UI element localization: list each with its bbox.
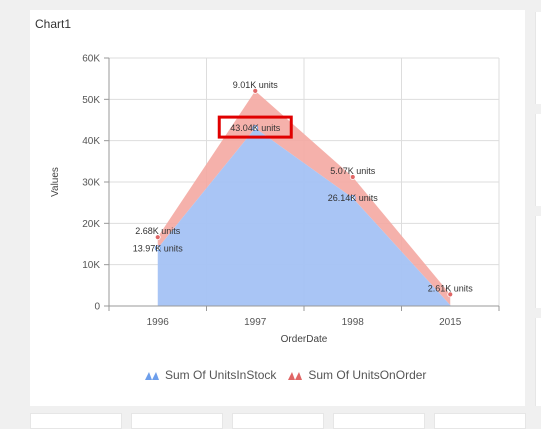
area-units-in-stock: [157, 128, 451, 306]
side-panel-stub: [535, 114, 541, 206]
area-series-icon: [145, 372, 159, 380]
area-series-icon: [288, 372, 303, 380]
side-panel-stub: [535, 216, 541, 308]
chart-card: Chart1 0 10K 20K 30K 40K 50K 60K 1996 1997 1998 20…: [30, 10, 525, 406]
x-tick-label: 1997: [244, 317, 267, 328]
y-tick-label: 30K: [82, 178, 100, 189]
data-label-units-in-stock: 43.04K units: [230, 123, 281, 133]
data-label-units-on-order: 9.01K units: [233, 80, 279, 90]
data-label-units-in-stock: 26.14K units: [328, 193, 379, 203]
y-tick-label: 50K: [82, 95, 100, 106]
y-tick-label: 60K: [82, 54, 100, 65]
x-axis-title: OrderDate: [281, 334, 328, 345]
chart-legend: Sum Of UnitsInStock Sum Of UnitsOnOrder: [145, 368, 426, 382]
data-point-units-on-order: [447, 291, 454, 298]
x-tick-label: 1998: [342, 317, 365, 328]
data-point-units-in-stock: [252, 125, 259, 132]
data-label-units-on-order: 2.68K units: [135, 226, 181, 236]
legend-label: Sum Of UnitsOnOrder: [308, 368, 427, 382]
data-point-units-in-stock: [349, 194, 356, 201]
bottom-tile: [434, 413, 526, 429]
chart-title: Chart1: [35, 17, 72, 31]
data-point-units-on-order: [349, 174, 356, 180]
bottom-tile: [131, 413, 223, 429]
x-tick-label: 1996: [147, 317, 170, 328]
data-point-units-in-stock: [154, 245, 161, 252]
legend-item-units-on-order[interactable]: Sum Of UnitsOnOrder: [288, 368, 426, 382]
side-panel-stub: [535, 12, 541, 104]
side-panel-stub: [535, 318, 541, 406]
y-tick-label: 10K: [82, 260, 100, 271]
y-tick-label: 40K: [82, 136, 100, 147]
y-axis-title: Values: [50, 167, 61, 197]
bottom-tile: [30, 413, 122, 429]
highlight-box: [217, 115, 293, 139]
y-tick-label: 20K: [82, 219, 100, 230]
data-point-units-on-order: [154, 234, 161, 241]
data-label-units-on-order: 5.07K units: [330, 166, 376, 176]
x-tick-label: 2015: [439, 317, 462, 328]
legend-item-units-in-stock[interactable]: Sum Of UnitsInStock: [145, 368, 276, 382]
data-label-units-on-order: 2.61K units: [428, 283, 474, 293]
bottom-tile: [232, 413, 324, 429]
y-tick-label: 0: [94, 302, 100, 313]
data-point-units-on-order: [252, 87, 259, 94]
area-units-on-order: [157, 90, 451, 306]
area-chart: 0 10K 20K 30K 40K 50K 60K 1996 1997 1998 2015 Order…: [50, 54, 500, 345]
legend-label: Sum Of UnitsInStock: [165, 368, 277, 382]
data-label-units-in-stock: 13.97K units: [133, 243, 184, 253]
bottom-tile: [333, 413, 425, 429]
